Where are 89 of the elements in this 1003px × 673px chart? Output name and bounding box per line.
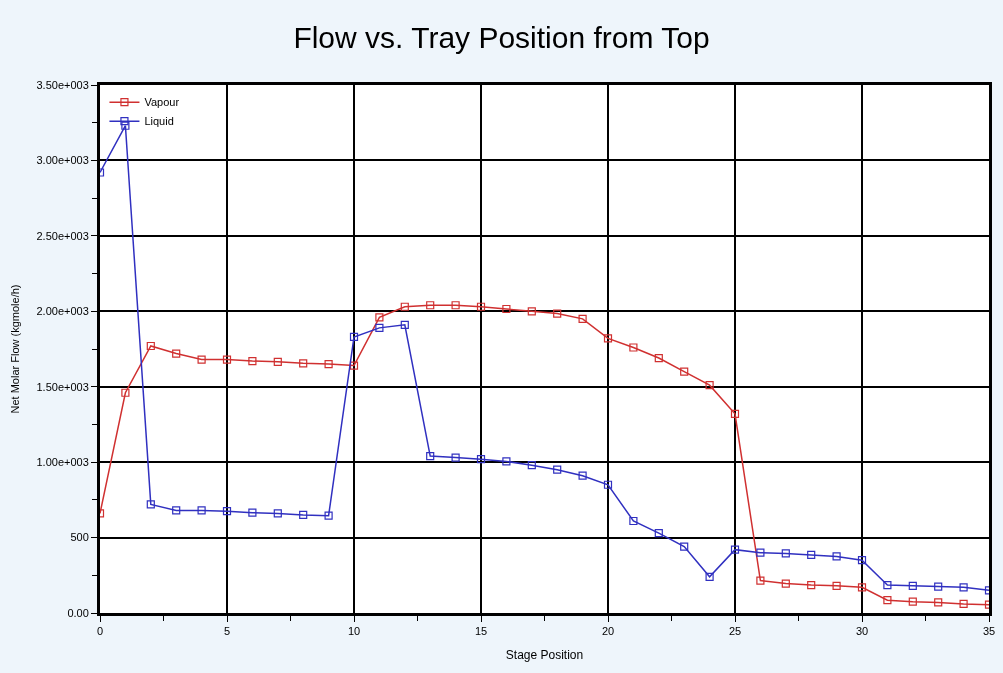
point xyxy=(756,576,765,585)
point xyxy=(883,580,892,590)
point xyxy=(781,549,790,558)
point xyxy=(172,506,181,515)
point xyxy=(578,471,587,480)
point xyxy=(121,388,130,397)
point xyxy=(857,583,867,592)
point xyxy=(603,480,613,489)
point xyxy=(197,506,206,515)
legend-label: Vapour xyxy=(144,96,180,109)
x-tick-label: 5 xyxy=(223,625,231,638)
point xyxy=(248,508,257,517)
point xyxy=(273,509,282,518)
x-tick-label: 35 xyxy=(982,625,996,638)
point xyxy=(349,361,359,370)
point xyxy=(680,542,689,551)
point xyxy=(121,121,130,130)
point xyxy=(476,302,486,311)
point xyxy=(807,580,816,590)
point xyxy=(832,581,841,590)
x-tick-label: 25 xyxy=(728,625,742,638)
point xyxy=(502,304,511,314)
point xyxy=(222,355,232,364)
point xyxy=(908,597,917,606)
point xyxy=(527,461,536,470)
point xyxy=(629,516,638,526)
x-axis-title: Stage Position xyxy=(505,648,584,663)
y-axis-title: Net Molar Flow (kgmole/h) xyxy=(9,284,22,414)
point xyxy=(654,353,663,363)
y-tick-label: 2.50e+003 xyxy=(36,229,89,242)
point xyxy=(375,313,384,322)
point xyxy=(349,332,359,342)
point xyxy=(934,598,943,607)
y-tick-label: 1.00e+003 xyxy=(36,455,89,468)
point xyxy=(934,582,943,591)
point xyxy=(629,343,638,352)
point xyxy=(273,357,282,366)
point xyxy=(781,579,790,588)
point xyxy=(197,355,206,364)
y-tick-label: 1.50e+003 xyxy=(36,380,89,393)
point xyxy=(451,453,460,462)
point xyxy=(883,596,892,605)
legend-label: Liquid xyxy=(144,115,174,128)
point xyxy=(426,452,435,461)
point xyxy=(959,599,968,609)
point xyxy=(959,583,968,592)
point xyxy=(324,511,333,520)
point xyxy=(553,465,562,474)
point xyxy=(680,367,689,376)
point xyxy=(248,356,257,366)
x-tick-label: 30 xyxy=(855,625,869,638)
point xyxy=(705,381,714,390)
point xyxy=(654,528,663,538)
point xyxy=(603,334,613,343)
chart-title: Flow vs. Tray Position from Top xyxy=(293,20,710,54)
point xyxy=(730,545,740,554)
point xyxy=(807,550,816,560)
point xyxy=(730,409,740,418)
x-tick-label: 0 xyxy=(96,625,104,638)
y-tick-label: 500 xyxy=(70,531,89,544)
point xyxy=(857,556,867,565)
x-tick-label: 15 xyxy=(474,625,488,638)
point xyxy=(527,307,536,316)
point xyxy=(426,301,435,310)
point xyxy=(324,359,333,369)
point xyxy=(400,302,409,311)
point xyxy=(578,314,587,323)
point xyxy=(375,323,384,332)
point xyxy=(299,510,308,520)
point xyxy=(172,349,181,358)
point xyxy=(476,455,486,464)
point xyxy=(222,507,232,516)
x-tick-label: 10 xyxy=(347,625,361,638)
point xyxy=(832,552,841,561)
point xyxy=(553,309,562,318)
point xyxy=(756,548,765,557)
y-tick-label: 3.50e+003 xyxy=(36,78,89,91)
y-tick-label: 3.00e+003 xyxy=(36,154,89,167)
point xyxy=(146,500,155,509)
point xyxy=(908,581,917,590)
point xyxy=(451,301,460,310)
y-tick-label: 0.00 xyxy=(67,606,89,619)
point xyxy=(299,359,308,368)
point xyxy=(705,572,714,581)
point xyxy=(502,457,511,466)
y-tick-label: 2.00e+003 xyxy=(36,305,89,318)
point xyxy=(146,341,155,351)
x-tick-label: 20 xyxy=(601,625,615,638)
point xyxy=(400,320,409,329)
